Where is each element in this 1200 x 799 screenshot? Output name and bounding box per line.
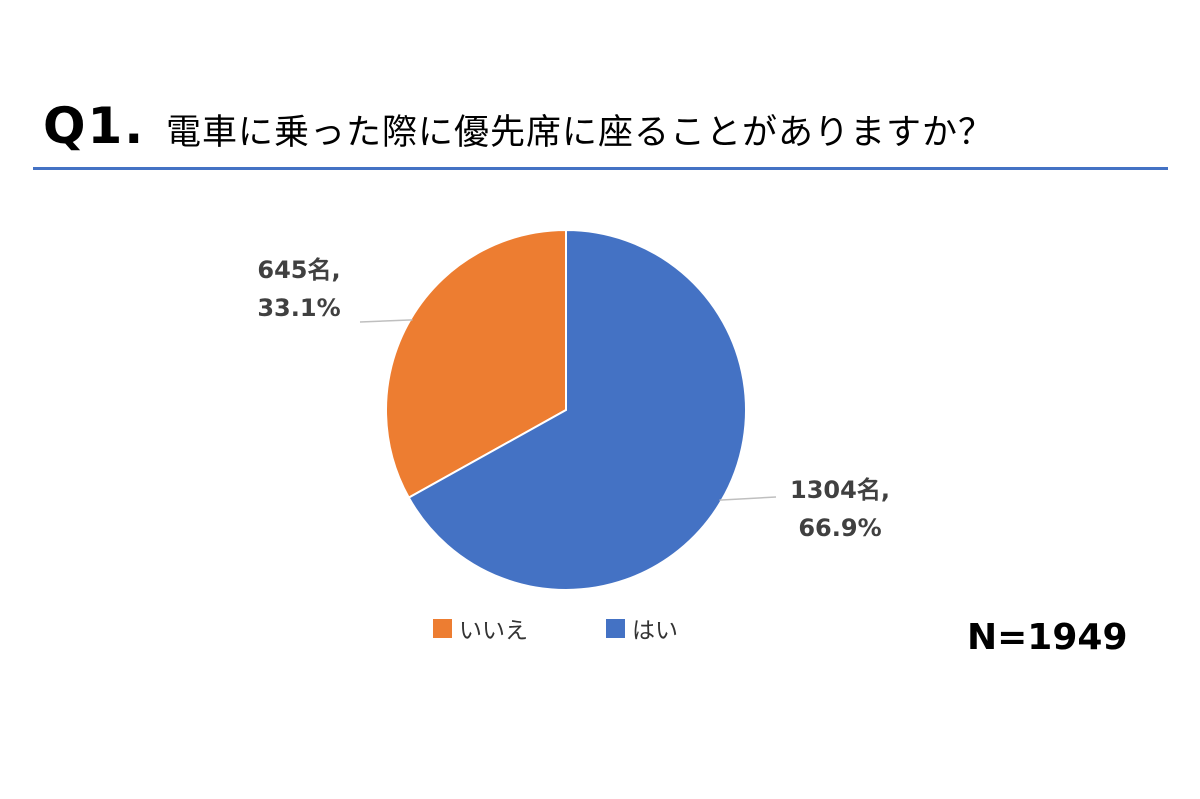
legend-label-yes: はい: [632, 618, 678, 644]
data-label-no-count: 645名,: [257, 256, 341, 284]
leader-lines: [359, 319, 777, 501]
title-underline: [33, 167, 1168, 170]
data-label-yes-count: 1304名,: [790, 476, 890, 504]
question-number: Q1.: [43, 97, 146, 155]
data-label-yes-percent: 66.9%: [798, 514, 882, 542]
leader-line-no: [359, 319, 413, 323]
legend-swatch-no: [433, 618, 452, 638]
data-label-no-percent: 33.1%: [257, 294, 341, 322]
legend-label-no: いいえ: [459, 618, 528, 644]
legend-swatch-yes: [606, 618, 625, 638]
sample-size: N=1949: [967, 617, 1128, 658]
pie-slice-no: [385, 228, 567, 500]
data-label-yes: 1304名, 66.9%: [774, 471, 906, 547]
data-label-no: 645名, 33.1%: [240, 251, 358, 327]
pie-slice-yes: [407, 228, 747, 591]
leader-line-yes: [719, 496, 777, 501]
legend-item-yes: はい: [606, 613, 678, 644]
pie-slices: [385, 228, 747, 591]
legend-item-no: いいえ: [433, 613, 528, 644]
question-text: 電車に乗った際に優先席に座ることがありますか？: [166, 113, 995, 153]
